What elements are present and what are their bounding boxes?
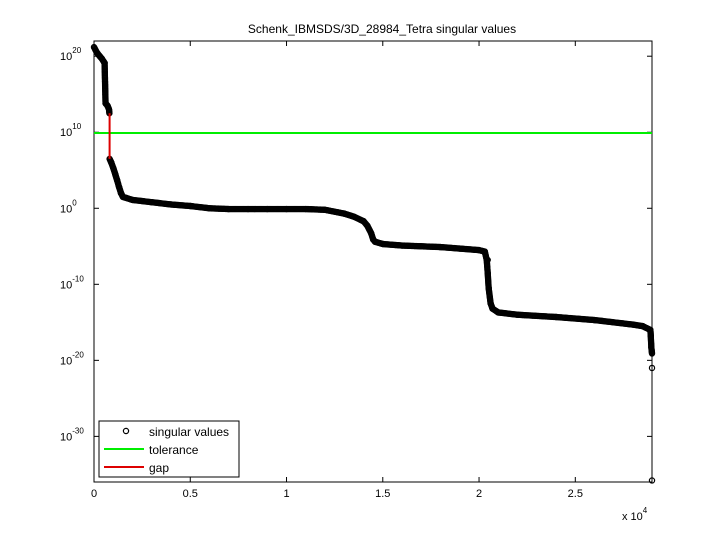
legend-label-singular-values: singular values	[149, 425, 229, 439]
legend-label-tolerance: tolerance	[149, 443, 199, 457]
data-point	[648, 350, 656, 357]
x-tick-label: 0	[91, 488, 97, 500]
x-exponent-base: x 10	[622, 511, 643, 523]
y-tick-label: 10-10	[60, 274, 84, 291]
x-tick-label: 2.5	[568, 488, 583, 500]
legend-marker-singular-values	[122, 427, 130, 435]
y-tick-label: 1010	[60, 122, 82, 139]
data-point	[648, 477, 656, 484]
legend: singular values tolerance gap	[98, 420, 240, 478]
legend-label-gap: gap	[149, 461, 169, 475]
x-tick-label: 1	[283, 488, 289, 500]
x-tick-label: 1.5	[375, 488, 390, 500]
x-exponent-label: x 104	[622, 506, 648, 523]
x-axis: 0 0.5 1 1.5 2 2.5	[91, 41, 583, 500]
y-tick-label: 10-20	[60, 350, 84, 367]
y-tick-label: 10-30	[60, 426, 84, 443]
series-singular-values	[90, 43, 656, 357]
data-point	[648, 364, 656, 372]
data-point	[484, 256, 491, 264]
y-axis: 1020 1010 100 10-10 10-20 10-30	[60, 46, 652, 443]
x-tick-label: 0.5	[183, 488, 198, 500]
chart-title: Schenk_IBMSDS/3D_28984_Tetra singular va…	[248, 22, 516, 36]
x-exponent-power: 4	[643, 506, 648, 515]
plot-area	[93, 40, 653, 483]
y-tick-label: 100	[60, 198, 77, 215]
x-tick-label: 2	[476, 488, 482, 500]
y-tick-label: 1020	[60, 46, 82, 63]
series-outliers	[484, 256, 656, 484]
series-layer	[90, 43, 656, 484]
